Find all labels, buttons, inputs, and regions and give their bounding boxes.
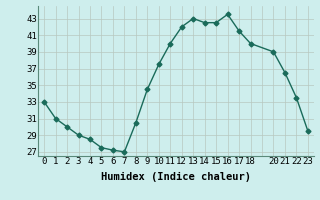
X-axis label: Humidex (Indice chaleur): Humidex (Indice chaleur) [101, 172, 251, 182]
